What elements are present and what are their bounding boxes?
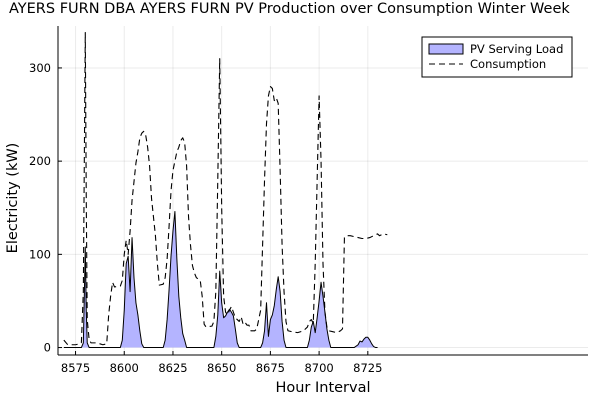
x-tick-label: 8700 <box>304 361 333 375</box>
legend-label: Consumption <box>470 57 546 71</box>
x-tick-label: 8600 <box>110 361 139 375</box>
series-line-consumption <box>63 31 388 346</box>
x-tick-label: 8725 <box>353 361 382 375</box>
y-tick-label: 0 <box>44 341 51 355</box>
y-tick-label: 100 <box>29 247 51 261</box>
x-tick-label: 8650 <box>207 361 236 375</box>
y-tick-label: 200 <box>29 154 51 168</box>
series-area-pv-serving-load <box>63 211 378 348</box>
x-axis-label: Hour Interval <box>275 380 370 396</box>
y-tick-label: 300 <box>29 61 51 75</box>
chart-title: AYERS FURN DBA AYERS FURN PV Production … <box>9 1 570 17</box>
plot-series <box>63 31 388 349</box>
x-tick-label: 8575 <box>61 361 90 375</box>
legend-label: PV Serving Load <box>470 42 563 56</box>
x-tick-label: 8675 <box>256 361 285 375</box>
x-tick-label: 8625 <box>158 361 187 375</box>
axes: 8575 8600 8625 8650 8675 8700 8725 0 100 200 300 <box>29 26 588 375</box>
y-axis-label: Electricity (kW) <box>5 143 21 254</box>
legend-swatch-pv-serving-load <box>428 43 464 55</box>
